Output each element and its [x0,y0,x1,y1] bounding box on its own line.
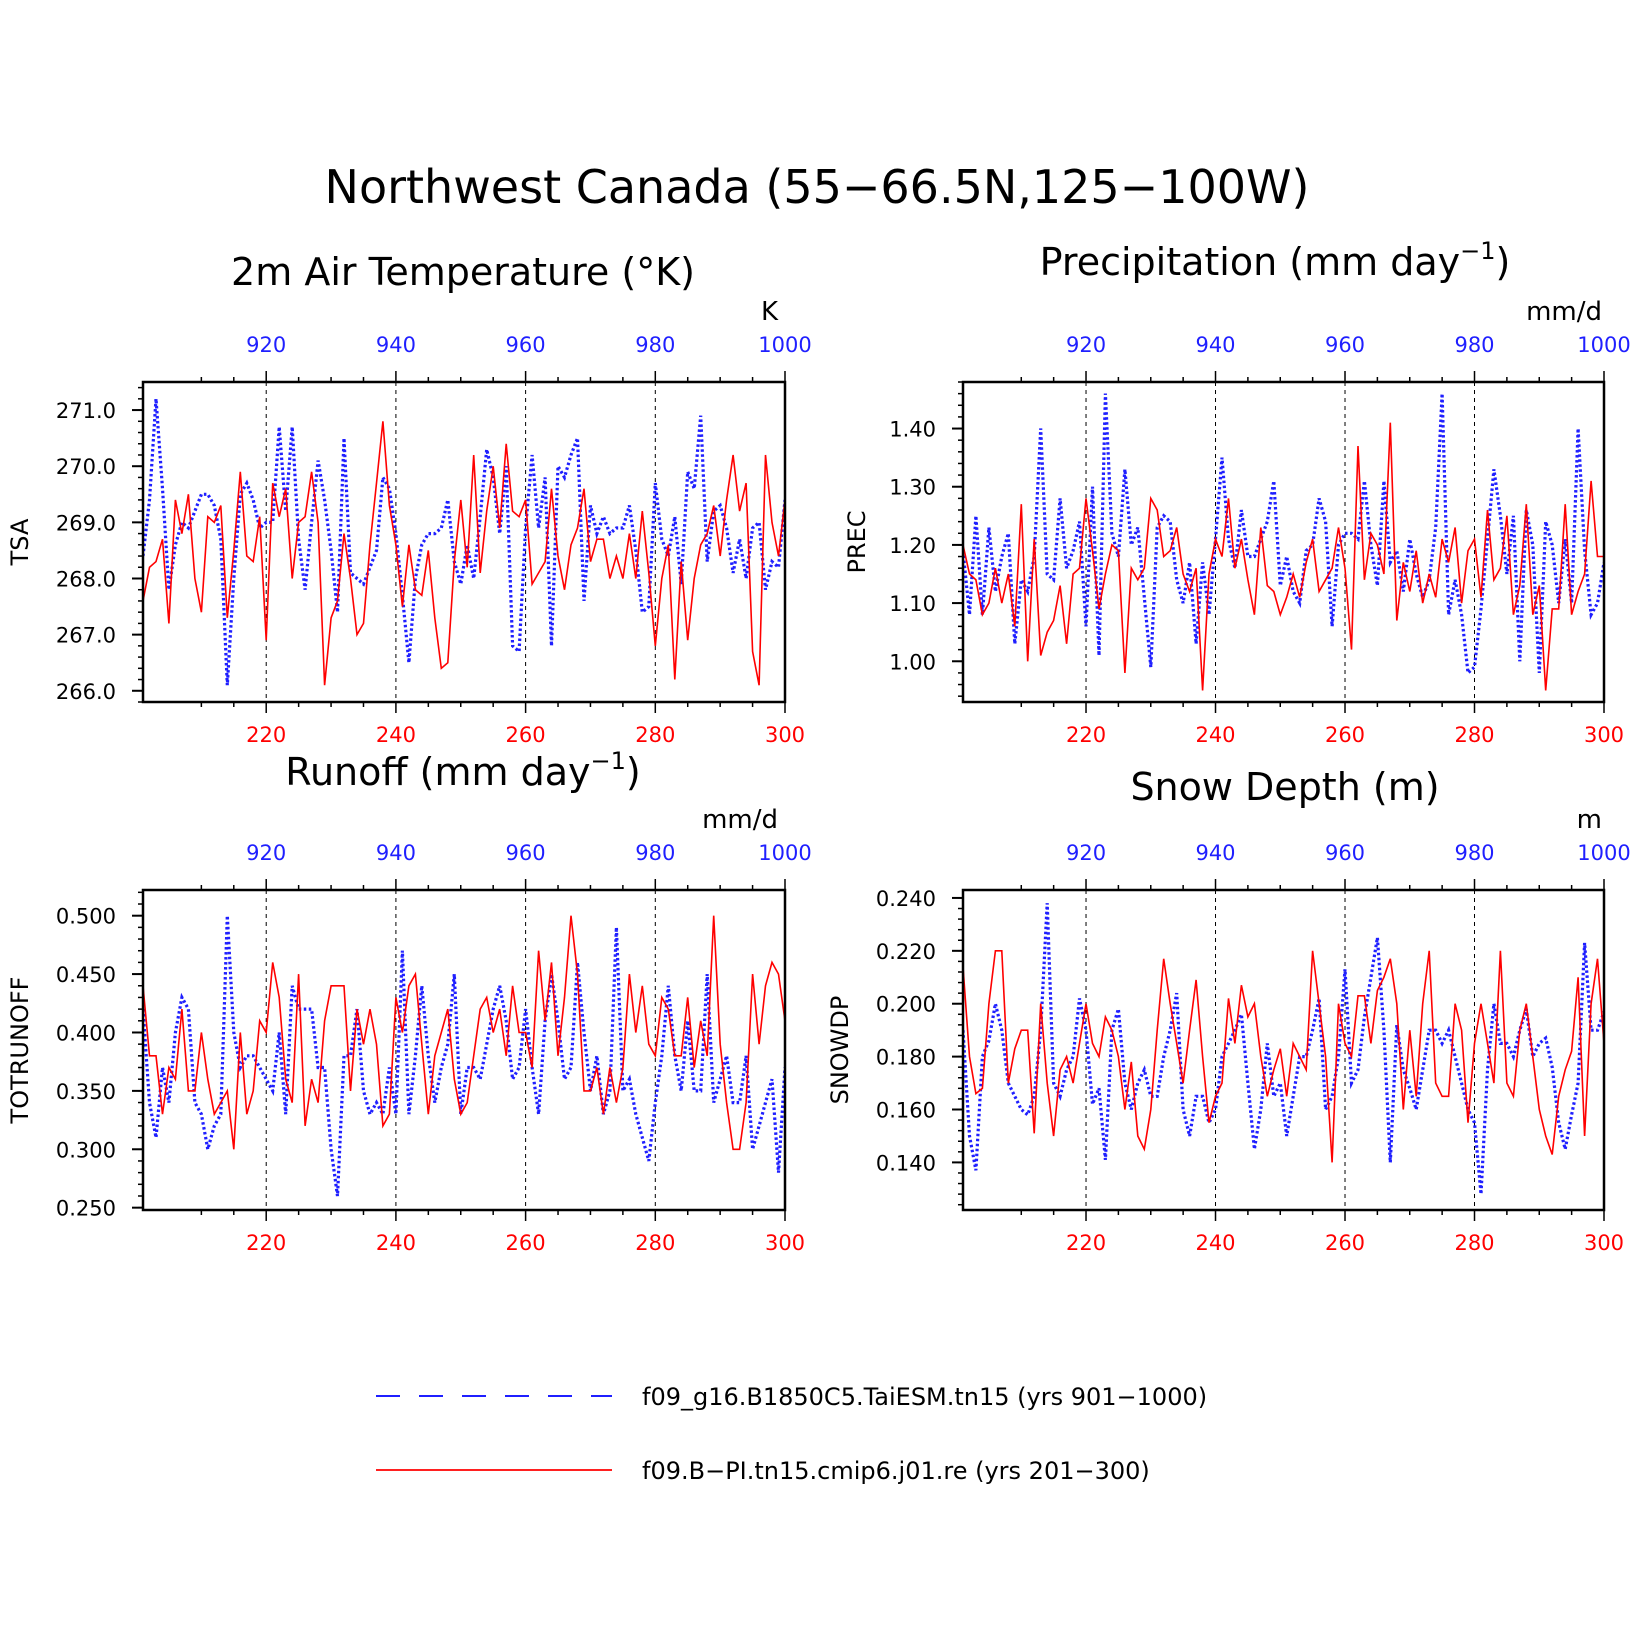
x-top-tick-label: 1000 [758,841,811,865]
y-tick-label: 0.500 [56,905,116,929]
legend-label-cmip6: f09.B−PI.tn15.cmip6.j01.re (yrs 201−300) [642,1457,1150,1485]
x-top-tick-label: 920 [246,841,286,865]
x-bottom-tick-label: 260 [1325,1231,1365,1255]
series-taiesm-line [143,915,785,1197]
x-top-tick-label: 1000 [758,333,811,357]
unit-label: mm/d [1526,297,1602,327]
x-bottom-tick-label: 280 [1454,723,1494,747]
x-bottom-tick-label: 260 [506,723,546,747]
plot-frame [961,888,1606,1212]
panel-prec: Precipitation (mm day−1) mm/d PREC 1.00 1.10… [843,237,1631,747]
panel-title: Precipitation (mm day−1) [1040,237,1511,284]
x-top-tick-label: 920 [246,333,286,357]
x-bottom-tick-label: 300 [1584,1231,1624,1255]
x-bottom-tick-label: 300 [765,723,805,747]
plot-frame [141,888,787,1212]
panel-totrunoff: Runoff (mm day−1) mm/d TOTRUNOFF 0.250 0.300… [6,747,812,1255]
x-top-tick-label: 980 [635,333,675,357]
panel-snowdp: Snow Depth (m) m SNOWDP 0.140 0.160 0.180 0.20… [826,765,1631,1255]
y-tick-label: 0.300 [56,1138,116,1162]
y-tick-label: 0.450 [56,963,116,987]
x-bottom-tick-label: 280 [635,1231,675,1255]
x-bottom-tick-label: 220 [1066,723,1106,747]
x-bottom-tick-label: 260 [506,1231,546,1255]
y-tick-label: 0.200 [876,993,936,1017]
x-bottom-tick-label: 240 [1195,723,1235,747]
legend: f09_g16.B1850C5.TaiESM.tn15 (yrs 901−100… [376,1383,1207,1485]
y-tick-label: 0.400 [56,1021,116,1045]
legend-label-taiesm: f09_g16.B1850C5.TaiESM.tn15 (yrs 901−100… [642,1383,1207,1411]
x-top-tick-label: 920 [1066,333,1106,357]
x-bottom-tick-label: 240 [376,723,416,747]
y-tick-label: 0.140 [876,1151,936,1175]
x-top-tick-label: 960 [1325,333,1365,357]
y-tick-label: 0.250 [56,1197,116,1221]
series-taiesm-line [963,903,1604,1195]
x-bottom-tick-label: 240 [376,1231,416,1255]
x-bottom-tick-label: 220 [1066,1231,1106,1255]
y-axis-label: SNOWDP [826,996,854,1105]
y-axis-label: TOTRUNOFF [6,977,34,1125]
x-top-tick-label: 960 [1325,841,1365,865]
y-tick-label: 270.0 [56,455,116,479]
x-top-tick-label: 960 [506,333,546,357]
y-tick-label: 266.0 [56,680,116,704]
y-tick-label: 1.10 [889,592,936,616]
x-bottom-tick-label: 300 [1584,723,1624,747]
x-bottom-tick-label: 220 [246,1231,286,1255]
x-bottom-tick-label: 220 [246,723,286,747]
y-tick-label: 0.180 [876,1046,936,1070]
x-top-tick-label: 1000 [1577,333,1630,357]
y-axis-label: PREC [843,510,871,573]
x-bottom-tick-label: 300 [765,1231,805,1255]
y-axis-label: TSA [6,518,34,566]
panel-title: Runoff (mm day−1) [285,747,640,794]
y-tick-label: 1.30 [889,476,936,500]
series-taiesm-line [963,393,1604,677]
main-title: Northwest Canada (55−66.5N,125−100W) [325,160,1310,214]
series-taiesm-line [143,398,785,686]
x-top-tick-label: 940 [376,333,416,357]
x-top-tick-label: 940 [376,841,416,865]
y-tick-label: 0.240 [876,887,936,911]
y-tick-label: 268.0 [56,567,116,591]
y-tick-label: 0.350 [56,1080,116,1104]
x-top-tick-label: 980 [1454,333,1494,357]
series-cmip6-line [963,949,1604,1163]
x-top-tick-label: 1000 [1577,841,1630,865]
series-cmip6-line [143,915,785,1151]
y-tick-label: 269.0 [56,511,116,535]
panel-tsa: 2m Air Temperature (°K) K TSA 266.0 267.0 268… [6,250,812,747]
plot-frame [961,380,1606,704]
x-bottom-tick-label: 280 [635,723,675,747]
panel-title: Snow Depth (m) [1130,765,1439,809]
x-bottom-tick-label: 260 [1325,723,1365,747]
unit-label: mm/d [702,805,778,835]
x-top-tick-label: 940 [1195,841,1235,865]
y-tick-label: 271.0 [56,399,116,423]
y-tick-label: 1.00 [889,650,936,674]
panels: 2m Air Temperature (°K) K TSA 266.0 267.0 268… [6,237,1631,1255]
series-cmip6-line [143,421,785,686]
x-bottom-tick-label: 280 [1454,1231,1494,1255]
x-top-tick-label: 980 [1454,841,1494,865]
unit-label: K [761,297,779,327]
y-tick-label: 1.20 [889,534,936,558]
unit-label: m [1577,805,1602,835]
x-bottom-tick-label: 240 [1195,1231,1235,1255]
y-tick-label: 1.40 [889,418,936,442]
y-tick-label: 0.160 [876,1099,936,1123]
panel-title: 2m Air Temperature (°K) [231,250,695,294]
x-top-tick-label: 940 [1195,333,1235,357]
x-top-tick-label: 960 [506,841,546,865]
series-cmip6-line [963,422,1604,691]
x-top-tick-label: 980 [635,841,675,865]
plot-frame [141,380,787,704]
y-tick-label: 0.220 [876,940,936,964]
x-top-tick-label: 920 [1066,841,1106,865]
y-tick-label: 267.0 [56,624,116,648]
